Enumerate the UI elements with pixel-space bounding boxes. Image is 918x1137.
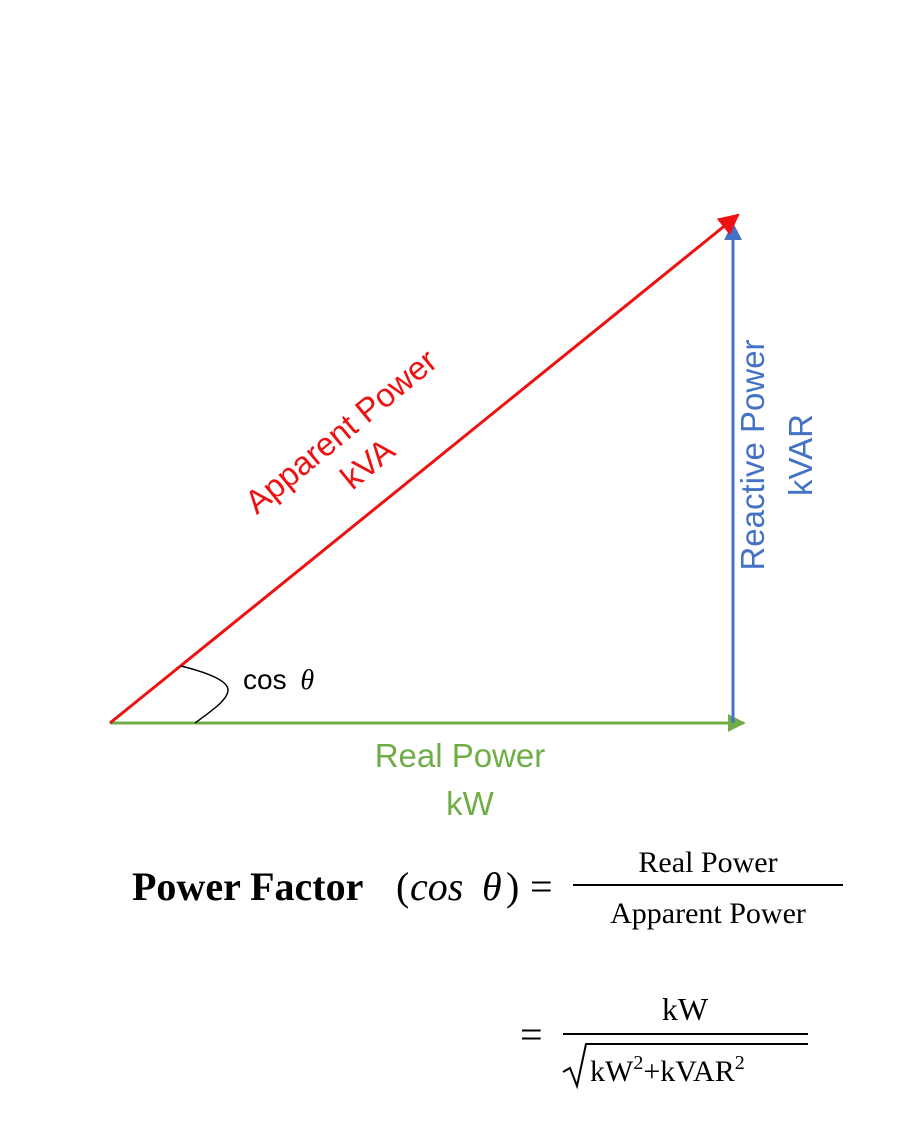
real-power-unit: kW xyxy=(446,785,495,822)
formula-title: Power Factor xyxy=(132,864,363,909)
formula-paren-open: ( xyxy=(396,864,409,909)
formula-numerator: Real Power xyxy=(638,846,777,879)
apparent-power-vector xyxy=(109,213,740,725)
real-power-label: Real Power xyxy=(375,737,546,774)
formula-numerator-2: kW xyxy=(662,991,709,1027)
formula-equals: = xyxy=(530,864,553,909)
angle-arc xyxy=(180,665,229,724)
formula-paren-close: ) xyxy=(506,864,519,909)
formula-equals-2: = xyxy=(520,1012,543,1057)
angle-label: cos θ xyxy=(243,664,314,696)
formula-denominator: Apparent Power xyxy=(610,897,806,930)
reactive-power-label: Reactive Power xyxy=(734,339,771,570)
apparent-power-label: Apparent Power xyxy=(238,342,444,521)
sqrt-symbol xyxy=(562,1043,808,1090)
formula-theta: θ xyxy=(482,864,502,909)
formula-denominator-2: kW2+kVAR2 xyxy=(590,1052,745,1088)
reactive-power-unit: kVAR xyxy=(782,414,819,496)
formula-cos: cos xyxy=(410,864,463,909)
